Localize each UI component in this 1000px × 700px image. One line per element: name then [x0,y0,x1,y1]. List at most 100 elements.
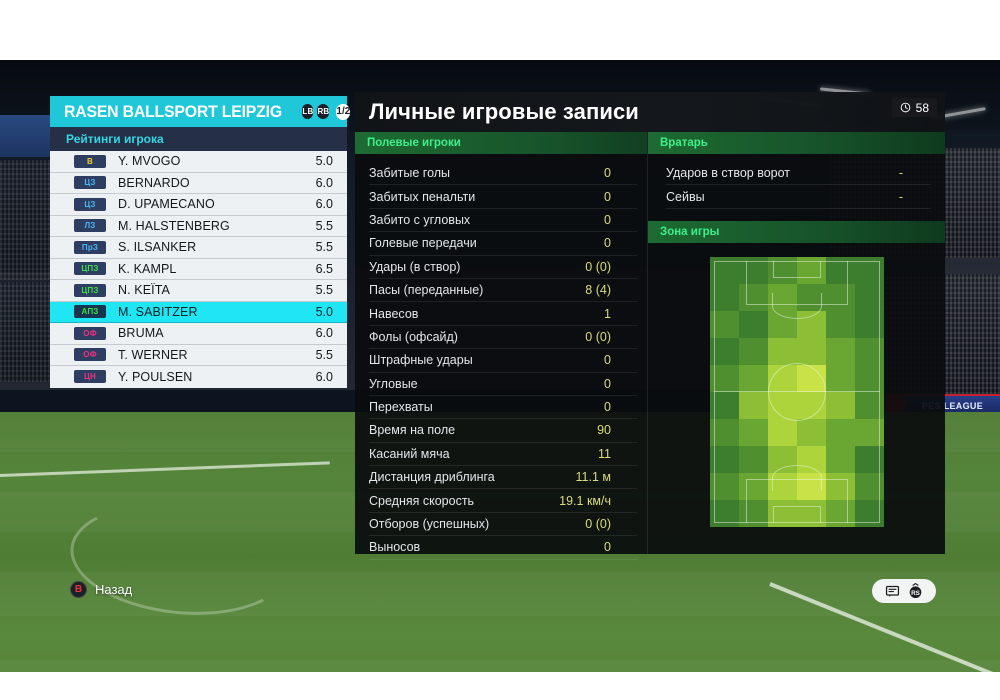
heatmap-cell [796,337,826,365]
stat-label: Забито с угловых [369,212,471,227]
player-row[interactable]: ЦЗ D. UPAMECANO 6.0 [50,194,347,216]
play-zone-heatmap-wrap [648,243,945,543]
team-ratings-panel: RASEN BALLSPORT LEIPZIG LB RB 1/2 Рейтин… [50,96,351,388]
pitch-line [0,461,330,477]
stat-label: Угловые [369,376,418,391]
heatmap-cell [738,310,768,338]
heatmap-cell [796,310,826,338]
outfield-stats-list: Забитые голы 0 Забитых пенальти 0 Забито с у… [355,154,647,560]
heatmap-cell [854,391,884,419]
stat-label: Пасы (переданные) [369,283,484,298]
chat-icon[interactable] [885,584,900,599]
personal-records-panel: Личные игровые записи 58 Полевые игроки … [355,92,945,560]
player-name: BRUMA [118,326,164,341]
player-row[interactable]: ЛЗ M. HALSTENBERG 5.5 [50,216,347,237]
player-row[interactable]: ОФ T. WERNER 5.5 [50,345,347,366]
player-row[interactable]: ПрЗ S. ILSANKER 5.5 [50,237,347,259]
stat-value: 0 (0) [585,517,611,532]
heatmap-cell [796,472,826,500]
heatmap-cell [767,445,797,473]
player-name: BERNARDO [118,175,190,190]
stat-row: Отборов (успешных) 0 (0) [369,513,637,537]
stat-row: Дистанция дриблинга 11.1 м [369,466,637,490]
stat-label: Сейвы [666,189,705,204]
heatmap-cell [738,337,768,365]
player-rating: 5.5 [315,283,333,298]
footer-controls[interactable]: RS [872,579,936,603]
player-row[interactable]: ЦПЗ N. KEÏTA 5.5 [50,280,347,302]
heatmap-cell [854,445,884,473]
zone-header-label: Зона игры [660,225,720,238]
player-row[interactable]: ЦН Y. POULSEN 6.0 [50,366,347,388]
player-name: S. ILSANKER [118,240,197,255]
right-stick-icon[interactable]: RS [907,582,924,600]
player-row[interactable]: ЦПЗ K. KAMPL 6.5 [50,259,347,280]
heatmap-cell [709,472,739,500]
heatmap-cell [709,283,739,311]
heatmap-cell [709,499,739,527]
heatmap-cell [825,499,855,527]
heatmap-cell [738,364,768,392]
letterbox-top [0,0,1000,60]
player-row[interactable]: ОФ BRUMA 6.0 [50,323,347,345]
stat-value: 0 [604,376,611,391]
heatmap-cell [767,310,797,338]
rb-button[interactable]: RB [317,104,330,119]
heatmap-cell [709,364,739,392]
stat-label: Фолы (офсайд) [369,329,458,344]
heatmap-cell [825,445,855,473]
outfield-header-label: Полевые игроки [367,137,461,149]
stat-label: Дистанция дриблинга [369,470,495,485]
heatmap-cell [854,283,884,311]
goalkeeper-section-header: Вратарь [648,132,945,154]
stat-value: 0 (0) [585,329,611,344]
player-name: N. KEÏTA [118,283,170,298]
goalkeeper-zone-column: Вратарь Ударов в створ ворот - Сейвы - Зона… [648,132,945,554]
page-title: Личные игровые записи [369,99,639,124]
heatmap-cell [767,499,797,527]
heatmap-cell [709,418,739,446]
page-indicator: 1/2 [336,103,351,120]
heatmap-cell [767,337,797,365]
heatmap-cell [796,364,826,392]
goalkeeper-stat-row: Сейвы - [666,185,931,209]
player-rating: 6.5 [315,261,333,276]
svg-text:RS: RS [911,589,920,596]
position-badge: ОФ [74,326,106,340]
ratings-section-header: Рейтинги игрока [50,127,347,151]
player-row[interactable]: В Y. MVOGO 5.0 [50,151,347,173]
stat-row: Время на поле 90 [369,419,637,443]
heatmap-cell [738,472,768,500]
player-ratings-list: В Y. MVOGO 5.0 ЦЗ BERNARDO 6.0 ЦЗ D. UPAMECANO 6… [50,151,347,388]
back-button[interactable]: B Назад [70,581,132,598]
stat-value: 0 [604,189,611,204]
back-button-label: Назад [95,582,133,597]
stat-row: Средняя скорость 19.1 км/ч [369,489,637,513]
player-name: T. WERNER [118,347,188,362]
zone-section-header: Зона игры [648,220,945,243]
stat-value: 0 [604,353,611,368]
heatmap-cell [796,499,826,527]
player-rating: 5.5 [315,218,333,233]
lb-button[interactable]: LB [302,104,314,119]
position-badge: АПЗ [74,305,106,319]
player-rating: 6.0 [315,197,333,212]
heatmap-cell [709,256,739,284]
heatmap-cell [738,418,768,446]
player-row[interactable]: ЦЗ BERNARDO 6.0 [50,173,347,194]
outfield-section-header: Полевые игроки [355,132,647,154]
heatmap-grid [709,256,884,527]
player-rating: 5.5 [315,240,333,255]
stat-value: 1 [604,306,611,321]
player-row[interactable]: АПЗ M. SABITZER 5.0 [50,301,347,323]
stat-row: Штрафные удары 0 [369,349,637,373]
player-rating: 5.5 [315,347,333,362]
stat-value: 8 (4) [585,283,611,298]
goalkeeper-stats-list: Ударов в створ ворот - Сейвы - [648,154,945,209]
stat-row: Выносов 0 [369,536,637,560]
records-body: Полевые игроки Забитые голы 0 Забитых пена… [355,132,945,560]
heatmap-cell [767,283,797,311]
stat-value: - [898,166,903,181]
heatmap-cell [796,445,826,473]
heatmap-cell [738,256,768,284]
